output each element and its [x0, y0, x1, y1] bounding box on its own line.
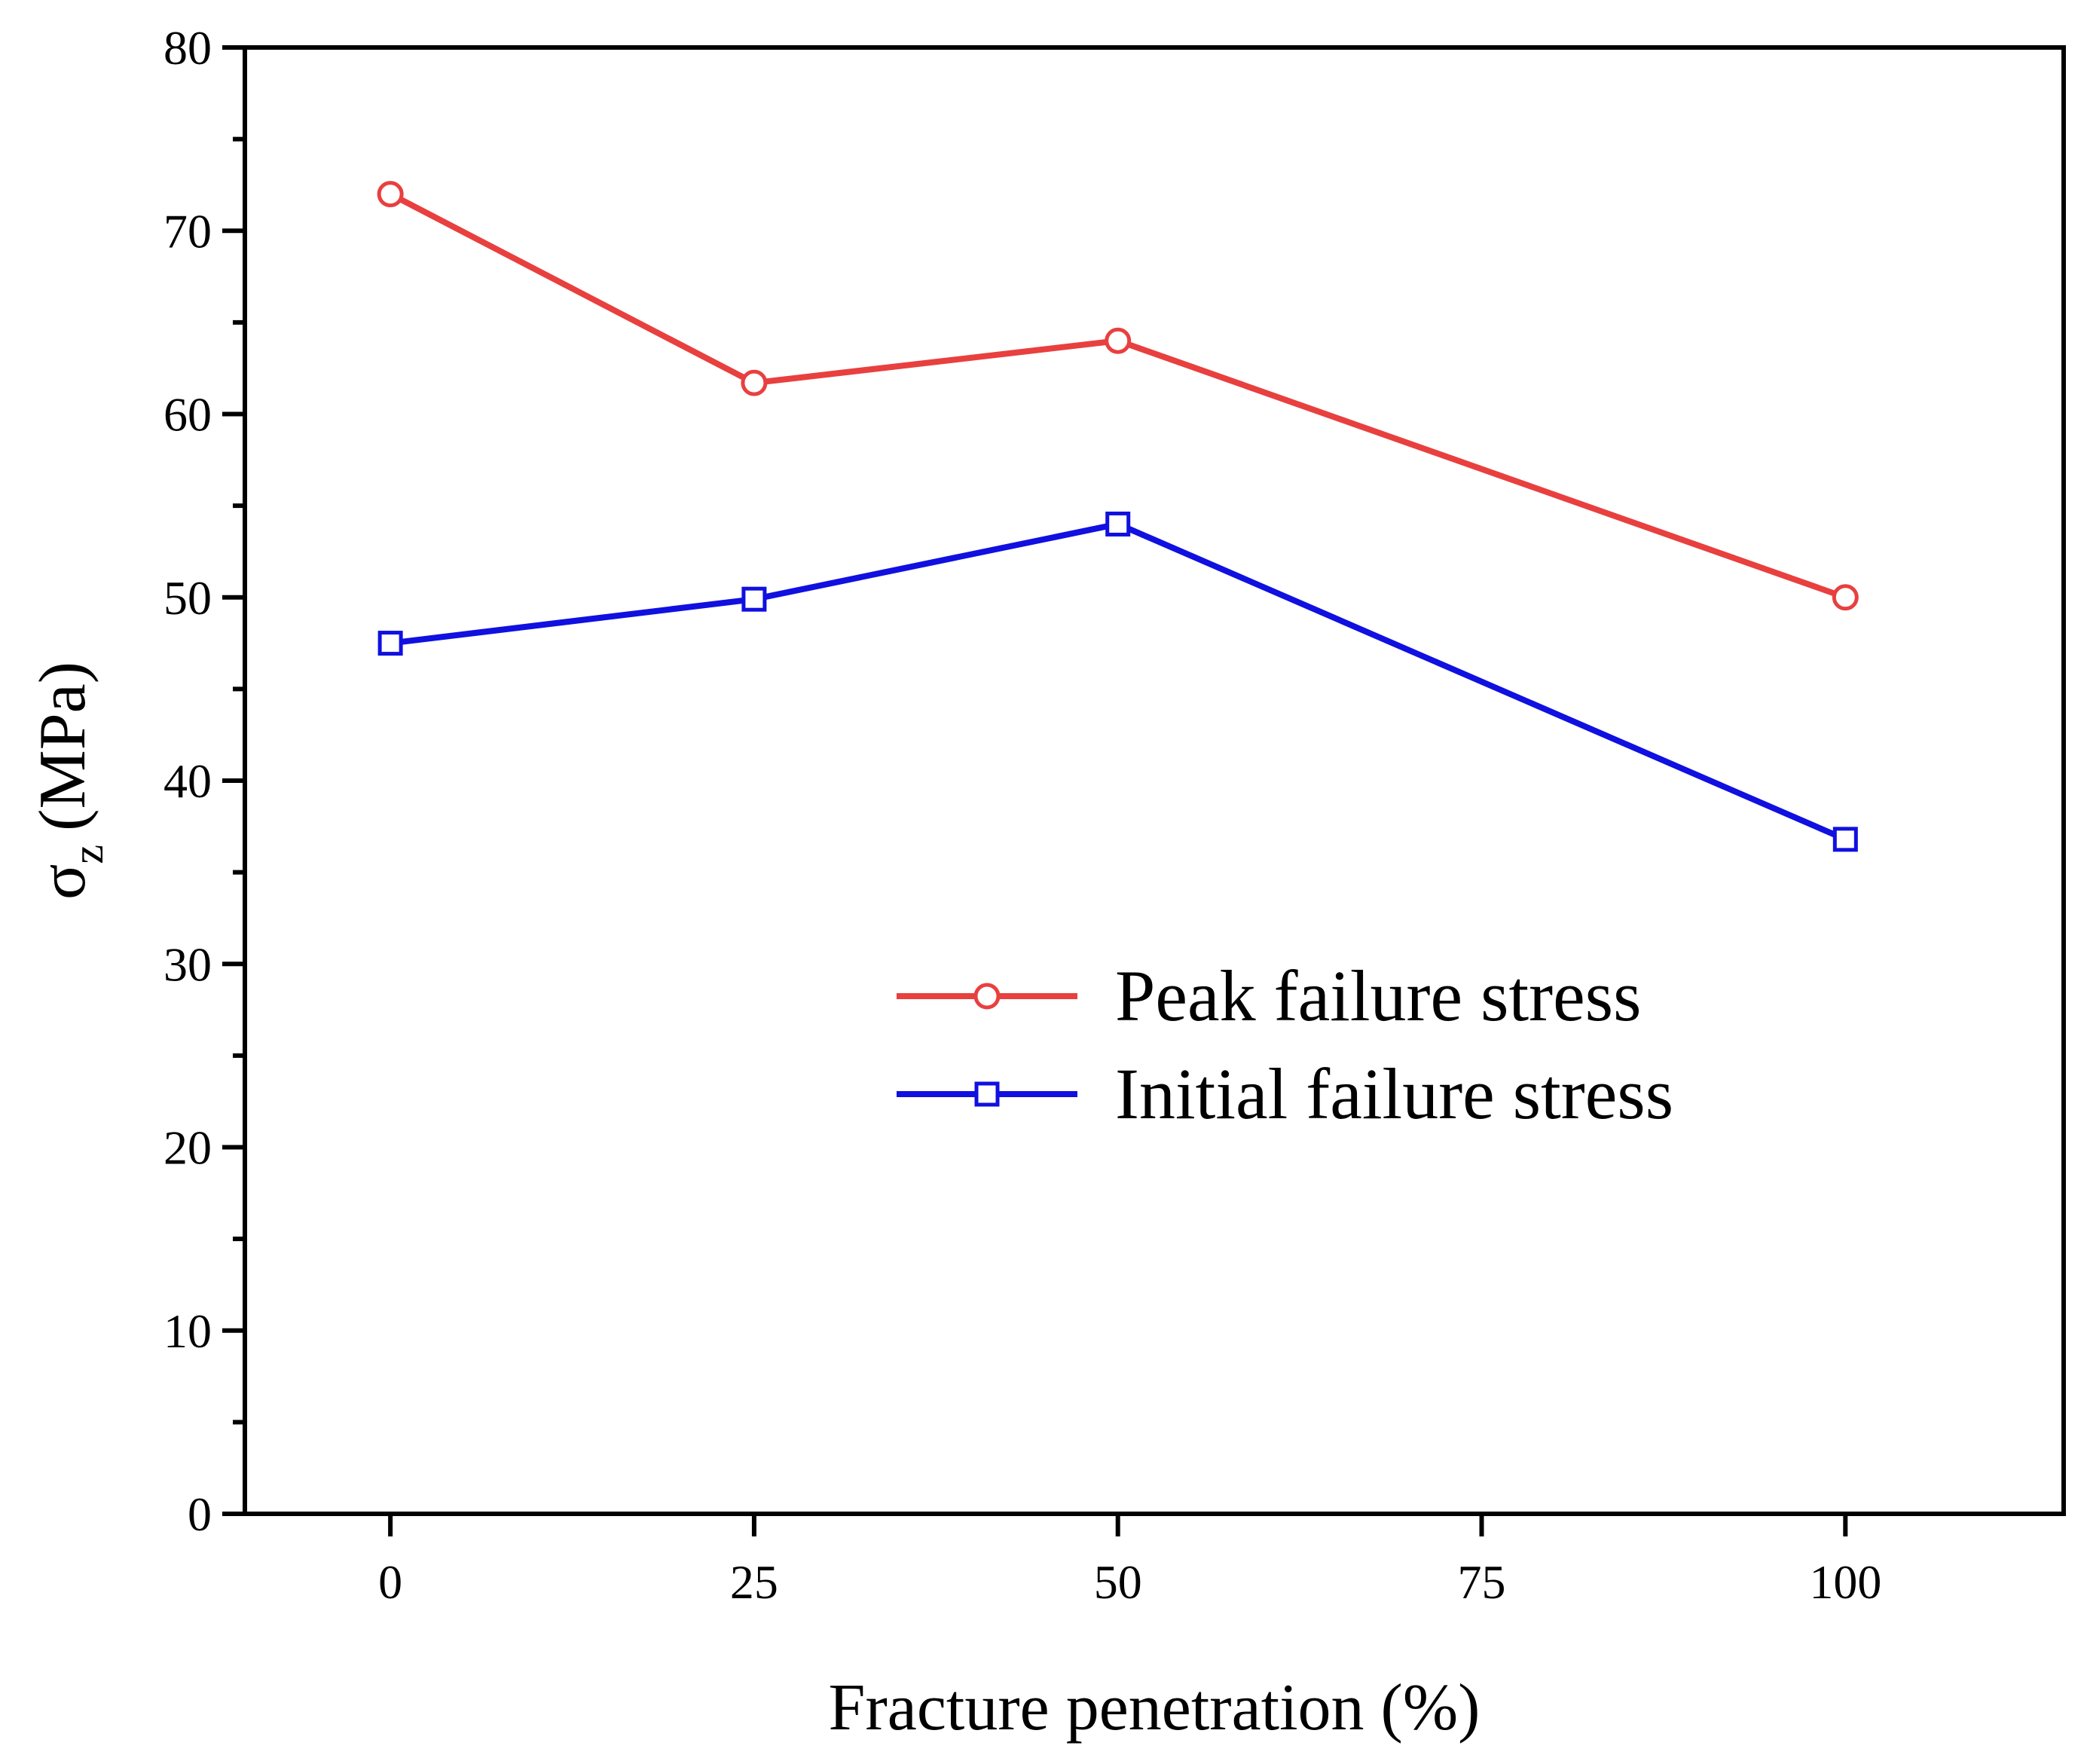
y-tick-label: 30 [163, 937, 212, 991]
x-axis-title: Fracture penetration (%) [829, 1671, 1480, 1744]
y-tick-label: 0 [188, 1487, 212, 1541]
x-tick-label: 100 [1809, 1555, 1881, 1609]
x-tick-label: 0 [378, 1555, 402, 1609]
legend-label: Peak failure stress [1115, 955, 1641, 1036]
y-tick-label: 10 [163, 1304, 212, 1358]
data-point [1105, 327, 1132, 354]
data-point [741, 586, 767, 612]
x-tick-label: 50 [1094, 1555, 1142, 1609]
series-layer [377, 181, 1859, 852]
data-point [377, 631, 403, 656]
data-point [1832, 584, 1859, 611]
series-initial-failure-stress [377, 511, 1858, 852]
legend: Peak failure stress Initial failure stres… [897, 955, 1673, 1134]
y-axis-symbol: σ [26, 864, 99, 900]
series-peak-failure-stress [377, 181, 1859, 611]
y-tick-label: 60 [163, 388, 212, 442]
y-axis-subscript: z [63, 845, 112, 864]
series-line [390, 521, 1847, 842]
y-axis-unit: (MPa) [26, 662, 99, 831]
legend-item: Peak failure stress [897, 955, 1641, 1036]
x-axis: 0 25 50 75 100 [378, 1514, 1881, 1609]
data-point [1832, 827, 1858, 852]
y-tick-label: 70 [163, 204, 212, 258]
data-point [1105, 511, 1131, 537]
x-tick-label: 75 [1458, 1555, 1506, 1609]
svg-text:σz(MPa): σz (MPa) [26, 662, 112, 900]
legend-marker [974, 1081, 1000, 1107]
series-line [389, 191, 1847, 601]
y-tick-label: 40 [163, 754, 212, 808]
y-tick-label: 20 [163, 1121, 212, 1175]
plot-frame [243, 45, 2066, 1516]
y-axis-title: σz (MPa) [26, 662, 112, 900]
legend-marker [973, 983, 1001, 1010]
y-tick-label: 50 [163, 571, 212, 625]
legend-label: Initial failure stress [1115, 1053, 1673, 1134]
data-point [377, 181, 404, 208]
legend-item: Initial failure stress [897, 1053, 1673, 1134]
y-axis: 0 10 20 30 40 50 60 70 80 [163, 21, 245, 1541]
x-tick-label: 25 [730, 1555, 778, 1609]
y-tick-label: 80 [163, 21, 212, 75]
data-point [741, 369, 768, 396]
